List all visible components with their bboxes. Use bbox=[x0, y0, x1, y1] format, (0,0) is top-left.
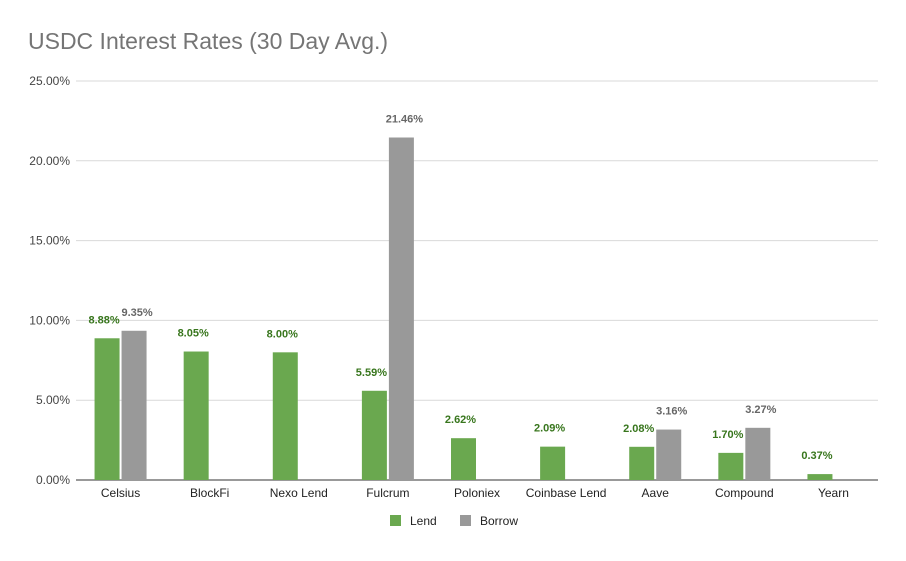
bar-lend bbox=[94, 338, 120, 480]
category-label: Poloniex bbox=[454, 486, 500, 500]
category-label: Nexo Lend bbox=[270, 486, 328, 500]
data-label-lend: 5.59% bbox=[356, 367, 387, 379]
bar-lend bbox=[272, 352, 298, 480]
y-tick-label: 0.00% bbox=[36, 473, 70, 487]
y-tick-label: 15.00% bbox=[29, 234, 70, 248]
y-tick-label: 10.00% bbox=[29, 313, 70, 327]
data-label-lend: 2.08% bbox=[623, 423, 654, 435]
y-axis-ticks: 0.00% 5.00% 10.00% 15.00% 20.00% 25.00% bbox=[29, 74, 70, 487]
bar-lend bbox=[183, 351, 209, 480]
data-label-borrow: 21.46% bbox=[386, 113, 424, 125]
data-label-lend: 1.70% bbox=[712, 429, 743, 441]
bar-borrow bbox=[121, 330, 147, 480]
data-label-borrow: 3.27% bbox=[745, 404, 776, 416]
category-label: BlockFi bbox=[190, 486, 229, 500]
category-label: Aave bbox=[642, 486, 670, 500]
y-tick-label: 5.00% bbox=[36, 393, 70, 407]
bar-lend bbox=[451, 438, 476, 480]
data-label-lend: 8.88% bbox=[88, 314, 119, 326]
bar-lend bbox=[807, 474, 833, 480]
chart-title: USDC Interest Rates (30 Day Avg.) bbox=[28, 28, 389, 54]
y-tick-label: 25.00% bbox=[29, 74, 70, 88]
bar-borrow bbox=[656, 429, 682, 480]
bar-lend bbox=[629, 446, 655, 480]
data-label-lend: 8.00% bbox=[267, 328, 298, 340]
legend-swatch-lend bbox=[390, 515, 401, 526]
bar-lend bbox=[540, 446, 566, 480]
data-labels: 8.88%9.35% 8.05% 8.00% 5.59% 21.46% 2.62% 2.09… bbox=[88, 113, 832, 462]
y-tick-label: 20.00% bbox=[29, 154, 70, 168]
category-label: Celsius bbox=[101, 486, 140, 500]
bar-lend bbox=[718, 452, 744, 480]
bar-lend bbox=[361, 390, 387, 480]
legend[interactable]: Lend Borrow bbox=[390, 514, 518, 528]
category-label: Yearn bbox=[818, 486, 849, 500]
legend-label-borrow[interactable]: Borrow bbox=[480, 514, 518, 528]
data-label-borrow: 3.16% bbox=[656, 406, 687, 418]
x-axis-categories: Celsius BlockFi Nexo Lend Fulcrum Poloniex Co… bbox=[101, 486, 849, 500]
bar-borrow bbox=[388, 137, 414, 480]
category-label: Compound bbox=[715, 486, 774, 500]
data-label-lend: 0.37% bbox=[801, 450, 832, 462]
gridlines bbox=[76, 80, 878, 481]
legend-swatch-borrow bbox=[460, 515, 471, 526]
bar-borrow bbox=[745, 427, 771, 480]
legend-label-lend[interactable]: Lend bbox=[410, 514, 437, 528]
bars bbox=[94, 137, 833, 480]
category-label: Fulcrum bbox=[366, 486, 409, 500]
category-label: Coinbase Lend bbox=[526, 486, 607, 500]
data-label-lend: 2.09% bbox=[534, 423, 565, 435]
data-label-lend: 8.05% bbox=[178, 328, 209, 340]
data-label-lend: 2.62% bbox=[445, 414, 476, 426]
data-label-borrow: 9.35% bbox=[121, 307, 152, 319]
